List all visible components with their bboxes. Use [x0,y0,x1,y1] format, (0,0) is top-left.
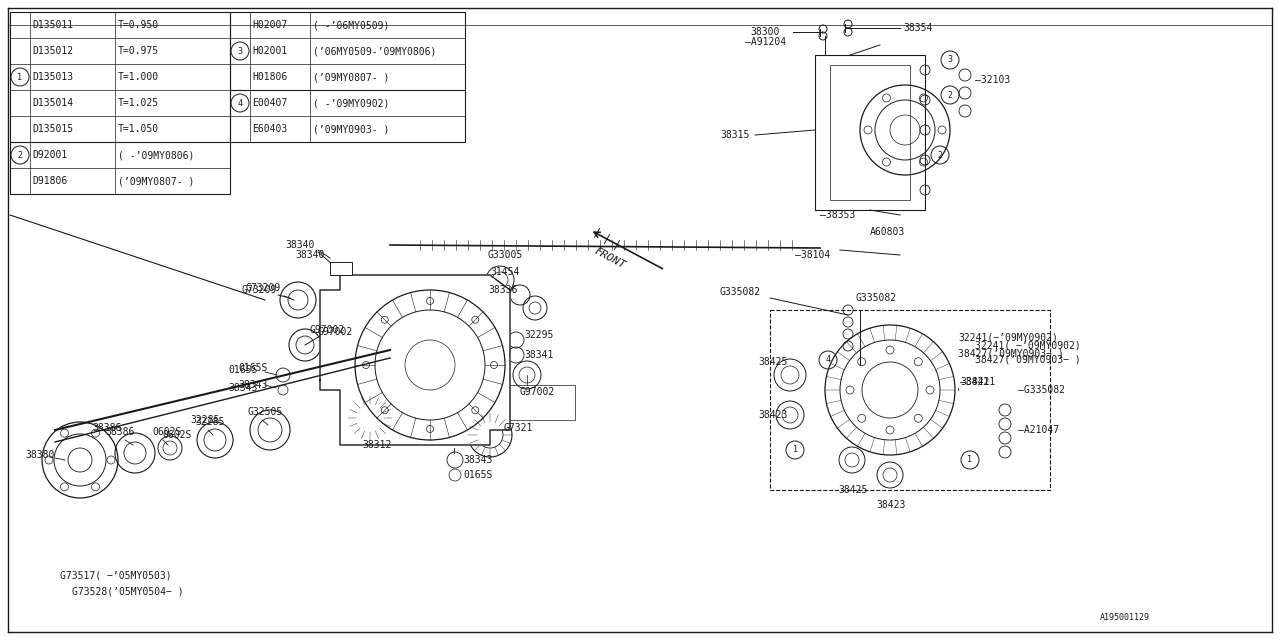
Text: 1: 1 [18,72,23,81]
Text: D135014: D135014 [32,98,73,108]
Text: —38421: —38421 [960,377,996,387]
Text: G97002: G97002 [310,325,346,335]
Text: ( -’06MY0509): ( -’06MY0509) [314,20,389,30]
Text: G97002: G97002 [520,387,556,397]
Text: 38427(’09MY0903− ): 38427(’09MY0903− ) [957,349,1064,359]
Text: E00407: E00407 [252,98,287,108]
Text: (’06MY0509-’09MY0806): (’06MY0509-’09MY0806) [314,46,436,56]
Text: 32241( −’09MY0902): 32241( −’09MY0902) [975,340,1080,350]
Text: T=1.000: T=1.000 [118,72,159,82]
Text: 3: 3 [947,56,952,65]
Text: 38300: 38300 [750,27,780,37]
Text: (’09MY0903- ): (’09MY0903- ) [314,124,389,134]
Text: 0165S: 0165S [463,470,493,480]
Text: 38315: 38315 [719,130,749,140]
Text: G97002: G97002 [317,327,353,337]
Text: T=1.025: T=1.025 [118,98,159,108]
Bar [815,55,925,210]
Text: H02007: H02007 [252,20,287,30]
Text: 2: 2 [947,90,952,99]
Text: —G335082: —G335082 [1018,385,1065,395]
Text: 4: 4 [238,99,242,108]
Text: H02001: H02001 [252,46,287,56]
Text: E60403: E60403 [252,124,287,134]
Text: 38386: 38386 [92,423,122,433]
Text: —A21047: —A21047 [1018,425,1059,435]
Text: 0602S: 0602S [163,430,192,440]
Text: G335082: G335082 [719,287,762,297]
Text: D92001: D92001 [32,150,68,160]
Text: G32505: G32505 [248,407,283,417]
Bar [829,65,910,200]
Text: A60803: A60803 [870,227,905,237]
Bar [230,12,465,142]
Text: 38421: 38421 [960,377,989,387]
Text: ( -’09MY0806): ( -’09MY0806) [118,150,195,160]
Text: 32295: 32295 [524,330,553,340]
Text: 0165S: 0165S [228,365,257,375]
Text: T=0.950: T=0.950 [118,20,159,30]
Text: —A91204: —A91204 [745,37,786,47]
Text: 1: 1 [968,456,973,465]
Text: 38423: 38423 [876,500,905,510]
Text: —38104: —38104 [795,250,831,260]
Text: H01806: H01806 [252,72,287,82]
Text: G73209: G73209 [242,285,278,295]
Text: 38354: 38354 [902,23,932,33]
Text: D135011: D135011 [32,20,73,30]
Text: 38423: 38423 [758,410,787,420]
Text: T=0.975: T=0.975 [118,46,159,56]
Text: 38425: 38425 [758,357,787,367]
Text: 38340: 38340 [285,240,315,250]
Text: 38341: 38341 [524,350,553,360]
Text: 4: 4 [826,355,831,365]
Bar [10,12,230,194]
Text: 38343: 38343 [238,380,268,390]
Text: 38343: 38343 [228,383,257,393]
Text: T=1.050: T=1.050 [118,124,159,134]
Text: —38353: —38353 [820,210,855,220]
Text: 32241(−’09MY0902): 32241(−’09MY0902) [957,333,1057,343]
Text: 2: 2 [18,150,23,159]
Text: 1: 1 [792,445,797,454]
Text: 38340: 38340 [294,250,324,260]
Text: G7321: G7321 [503,423,532,433]
Text: (’09MY0807- ): (’09MY0807- ) [118,176,195,186]
Text: 38336: 38336 [488,285,517,295]
Text: D135013: D135013 [32,72,73,82]
Text: ( -’09MY0902): ( -’09MY0902) [314,98,389,108]
Text: D135012: D135012 [32,46,73,56]
Text: 38425: 38425 [838,485,868,495]
Text: G335082: G335082 [856,293,897,303]
Text: 3: 3 [238,47,242,56]
Text: 38343: 38343 [463,455,493,465]
Text: FRONT: FRONT [593,246,627,270]
Text: G73528(’05MY0504− ): G73528(’05MY0504− ) [72,587,183,597]
Text: G33005: G33005 [486,250,522,260]
Text: 31454: 31454 [490,267,520,277]
Text: 38380: 38380 [26,450,54,460]
Text: A195001129: A195001129 [1100,614,1149,623]
Text: 38312: 38312 [362,440,392,450]
Text: 0602S: 0602S [152,427,182,437]
Text: 38427(’09MY0903− ): 38427(’09MY0903− ) [975,355,1080,365]
Text: G73517( −’05MY0503): G73517( −’05MY0503) [60,570,172,580]
Text: 32285: 32285 [195,417,224,427]
Text: (’09MY0807- ): (’09MY0807- ) [314,72,389,82]
Text: 32285: 32285 [189,415,219,425]
Polygon shape [320,275,509,445]
Text: D91806: D91806 [32,176,68,186]
Text: D135015: D135015 [32,124,73,134]
Text: 38386: 38386 [105,427,134,437]
Text: 0165S: 0165S [238,363,268,373]
Bar [330,262,352,275]
Text: G73209: G73209 [244,283,280,293]
Bar [509,385,575,420]
Text: 2: 2 [937,150,942,159]
Text: —32103: —32103 [975,75,1010,85]
